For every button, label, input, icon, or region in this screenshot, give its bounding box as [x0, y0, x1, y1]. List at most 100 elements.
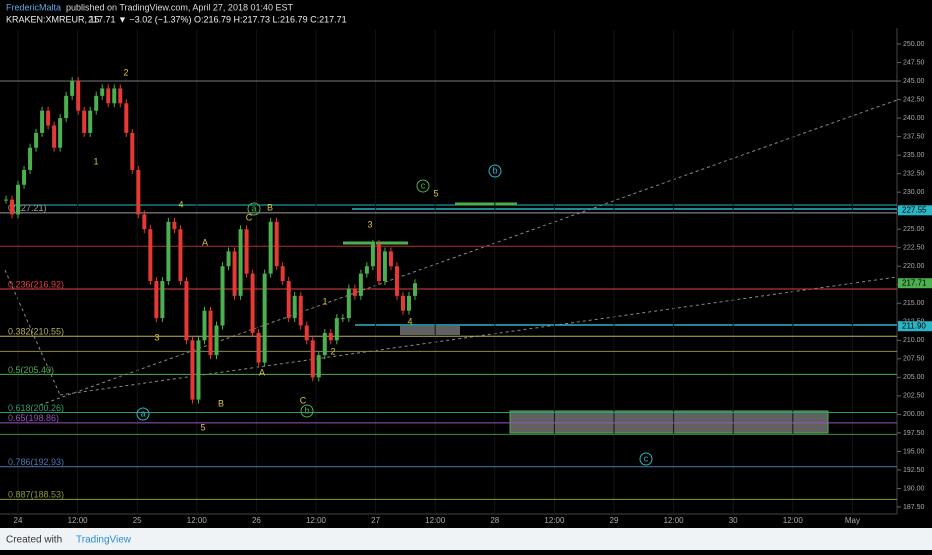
candle [22, 169, 27, 185]
candle [202, 310, 207, 341]
candle [40, 110, 45, 133]
wave-circle [300, 404, 314, 418]
y-tick-label: 240.00 [903, 115, 925, 122]
wave-circle [136, 407, 150, 421]
candle [334, 318, 339, 341]
fib-label: 0(227.21) [8, 203, 47, 213]
wave-label: 2 [330, 346, 335, 356]
wave-label: 3 [154, 332, 159, 342]
wave-label: a [251, 203, 256, 213]
fib-label: 0.618(200.26) [8, 403, 64, 413]
author[interactable]: FredericMalta [6, 2, 61, 12]
y-tick-label: 210.00 [903, 337, 925, 344]
candle [106, 88, 111, 104]
quote: 217.71 ▼ −3.02 (−1.37%) O:216.79 H:217.7… [88, 14, 347, 24]
candle [124, 103, 129, 133]
footer-brand[interactable]: TradingView [76, 535, 132, 546]
candle [256, 332, 261, 363]
y-tick-label: 237.50 [903, 133, 925, 140]
x-tick-label: 12:00 [306, 516, 327, 525]
price-tag [898, 205, 932, 216]
candle [190, 340, 195, 400]
candle [64, 95, 69, 119]
price-tag-label: 217.71 [902, 278, 927, 287]
candle [298, 295, 303, 326]
wave-label: C [300, 395, 307, 405]
x-tick-label: 30 [729, 516, 738, 525]
candle [208, 310, 213, 356]
y-tick-label: 190.00 [903, 485, 925, 492]
candle [28, 147, 33, 170]
candle [352, 288, 357, 296]
y-tick-label: 215.00 [903, 300, 925, 307]
price-tag-label: 211.90 [902, 321, 926, 330]
candle [244, 229, 249, 274]
candle [406, 295, 411, 311]
y-tick-label: 200.00 [903, 411, 925, 418]
y-tick-label: 192.50 [903, 467, 925, 474]
candle [310, 340, 315, 378]
candle [316, 355, 321, 378]
fib-label: 0.65(198.86) [8, 413, 59, 423]
candle [166, 221, 171, 282]
candle [76, 81, 81, 111]
y-tick-label: 250.00 [903, 41, 925, 48]
y-tick-label: 207.50 [903, 356, 925, 363]
candle [358, 273, 363, 296]
wave-label: A [202, 237, 208, 247]
candle [94, 95, 99, 111]
y-tick-label: 202.50 [903, 393, 925, 400]
wave-label: 5 [200, 422, 205, 432]
wave-circle [639, 452, 653, 466]
symbol: KRAKEN:XMREUR, 15 [6, 14, 100, 24]
candle [184, 281, 189, 341]
y-tick-label: 247.50 [903, 59, 925, 66]
candle [58, 118, 63, 148]
wave-label: c [644, 453, 649, 463]
candle [178, 229, 183, 282]
candle [100, 88, 105, 96]
wave-label: 4 [178, 199, 183, 209]
wave-label: A [259, 367, 265, 377]
wave-label: 1 [93, 156, 98, 166]
candle [220, 266, 225, 326]
fib-label: 0.5(205.40) [8, 365, 54, 375]
x-tick-label: 28 [490, 516, 499, 525]
price-tag-label: 227.55 [902, 205, 927, 214]
candle [10, 199, 15, 215]
candle [280, 266, 285, 282]
price-tag [898, 278, 932, 289]
wave-label: B [267, 202, 273, 212]
y-tick-label: 232.50 [903, 170, 925, 177]
candle [88, 110, 93, 133]
wave-label: b [304, 405, 309, 415]
candle [274, 221, 279, 267]
candle [136, 169, 141, 215]
candle [340, 318, 345, 320]
candle [46, 110, 51, 126]
candle [196, 340, 201, 400]
y-tick-label: 205.00 [903, 374, 925, 381]
x-tick-label: 25 [133, 516, 142, 525]
candle [413, 283, 417, 296]
candle [370, 244, 375, 267]
wave-circle [416, 179, 430, 193]
published: published on TradingView.com, April 27, … [66, 2, 293, 12]
wave-label: c [421, 180, 426, 190]
y-tick-label: 245.00 [903, 78, 925, 85]
candle [226, 251, 231, 267]
x-tick-label: 12:00 [68, 516, 89, 525]
x-tick-label: 12:00 [425, 516, 446, 525]
x-tick-label: 12:00 [544, 516, 565, 525]
x-tick-label: 12:00 [783, 516, 804, 525]
wave-circle [247, 202, 261, 216]
x-tick-label: May [845, 516, 860, 525]
fib-label: 0.786(192.93) [8, 457, 64, 467]
candle [364, 266, 369, 274]
candle [376, 244, 381, 282]
candle [292, 295, 297, 319]
y-tick-label: 222.50 [903, 245, 925, 252]
trend-line [39, 99, 898, 406]
